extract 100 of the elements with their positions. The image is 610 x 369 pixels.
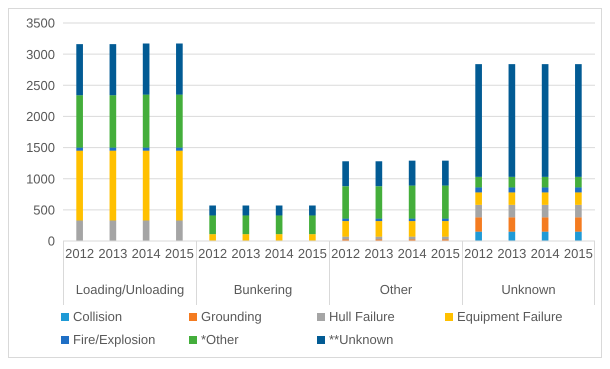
bar xyxy=(342,161,349,186)
bar xyxy=(575,217,582,232)
bar xyxy=(110,220,116,241)
y-tick-label: 2000 xyxy=(26,109,55,124)
x-tick-label: 2014 xyxy=(398,246,427,262)
bar xyxy=(542,204,548,218)
bar xyxy=(342,218,349,222)
bar xyxy=(575,187,582,192)
bar xyxy=(475,64,482,177)
bar xyxy=(508,64,516,177)
bar xyxy=(542,217,548,232)
bar xyxy=(110,95,116,148)
x-tick-label: 2012 xyxy=(198,246,228,262)
bar xyxy=(142,220,150,241)
bar xyxy=(142,150,150,220)
bar xyxy=(209,234,216,241)
bar xyxy=(408,186,416,219)
bar xyxy=(508,232,516,241)
bar xyxy=(376,236,382,240)
bar xyxy=(542,232,548,241)
text: Other xyxy=(378,282,414,297)
bar xyxy=(176,94,183,148)
x-tick-label: 2015 xyxy=(430,246,460,262)
y-tick-label: 2500 xyxy=(26,78,55,93)
legend-label: Equipment Failure xyxy=(457,309,562,324)
x-tick-label: 2013 xyxy=(364,246,394,262)
legend-label: Fire/Explosion xyxy=(73,332,156,347)
bar xyxy=(309,234,316,241)
x-tick-label: 2014 xyxy=(530,246,560,262)
legend-label: *Other xyxy=(201,332,239,347)
y-tick-label: 1000 xyxy=(26,171,55,186)
y-tick-label: 3500 xyxy=(26,16,55,31)
bar xyxy=(110,148,116,151)
bar xyxy=(575,192,582,205)
bar xyxy=(575,176,582,188)
x-tick-label: 2015 xyxy=(564,246,593,262)
bar xyxy=(76,148,83,151)
bar xyxy=(76,150,83,220)
bar xyxy=(276,205,282,216)
bar xyxy=(508,192,516,205)
x-tick-label: 2012 xyxy=(331,246,360,262)
bar xyxy=(542,64,548,177)
bar xyxy=(542,192,548,205)
legend-label: **Unknown xyxy=(329,332,394,347)
bar xyxy=(442,236,449,240)
bar xyxy=(376,161,382,186)
x-tick-label: 2012 xyxy=(464,246,494,262)
bar xyxy=(475,192,482,205)
bar xyxy=(508,204,516,218)
bar xyxy=(242,215,250,234)
x-tick-label: 2013 xyxy=(98,246,128,262)
bar xyxy=(110,44,116,96)
x-tick-label: 2014 xyxy=(132,246,161,262)
x-tick-label: 2015 xyxy=(298,246,327,262)
x-tick-label: 2012 xyxy=(65,246,94,262)
bar xyxy=(475,187,482,192)
bar xyxy=(376,186,382,219)
bar xyxy=(176,150,183,220)
bar xyxy=(176,148,183,151)
bar xyxy=(408,160,416,186)
bar xyxy=(76,44,83,96)
bar xyxy=(508,187,516,192)
bar xyxy=(276,215,282,234)
bar xyxy=(376,218,382,222)
bar xyxy=(142,44,150,95)
bar xyxy=(475,176,482,188)
bar xyxy=(342,236,349,240)
legend-label: Grounding xyxy=(201,309,262,324)
bar xyxy=(176,220,183,241)
bar xyxy=(309,205,316,216)
bar xyxy=(342,186,349,219)
bar xyxy=(475,232,482,241)
bar xyxy=(475,204,482,218)
bar xyxy=(442,186,449,219)
bar xyxy=(508,176,516,188)
x-tick-label: 2013 xyxy=(231,246,260,262)
y-tick-label: 3000 xyxy=(26,46,55,62)
bar xyxy=(242,205,250,216)
bar xyxy=(575,232,582,241)
bar xyxy=(542,176,548,188)
legend-label: Hull Failure xyxy=(329,309,395,324)
bar xyxy=(76,220,83,241)
x-tick-label: 2015 xyxy=(164,246,194,262)
bar xyxy=(76,95,83,148)
bar xyxy=(408,221,416,237)
y-tick-label: 1500 xyxy=(26,140,55,156)
y-tick-label: 0 xyxy=(48,234,55,249)
bar xyxy=(142,94,150,148)
bar xyxy=(542,187,548,192)
bar xyxy=(209,205,216,216)
bar xyxy=(408,236,416,240)
bar xyxy=(110,150,116,220)
x-tick-label: 2014 xyxy=(264,246,294,262)
bar xyxy=(408,218,416,222)
bar xyxy=(442,221,449,237)
bar xyxy=(442,160,449,186)
y-tick-label: 500 xyxy=(33,202,55,218)
bar xyxy=(176,44,183,95)
text: Unknown xyxy=(500,282,557,297)
bar xyxy=(242,234,250,241)
